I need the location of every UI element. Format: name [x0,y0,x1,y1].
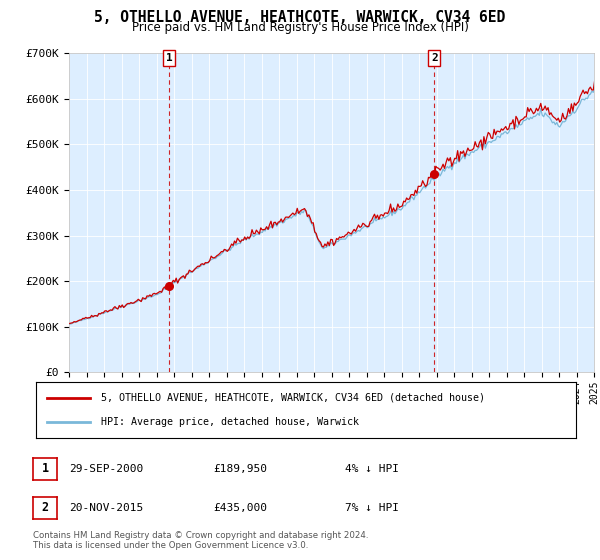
Text: Contains HM Land Registry data © Crown copyright and database right 2024.: Contains HM Land Registry data © Crown c… [33,531,368,540]
Text: 5, OTHELLO AVENUE, HEATHCOTE, WARWICK, CV34 6ED (detached house): 5, OTHELLO AVENUE, HEATHCOTE, WARWICK, C… [101,393,485,403]
Text: 7% ↓ HPI: 7% ↓ HPI [345,503,399,513]
Text: 5, OTHELLO AVENUE, HEATHCOTE, WARWICK, CV34 6ED: 5, OTHELLO AVENUE, HEATHCOTE, WARWICK, C… [94,10,506,25]
Text: 2: 2 [41,501,49,515]
Text: 4% ↓ HPI: 4% ↓ HPI [345,464,399,474]
Text: 2: 2 [431,53,437,63]
Text: 29-SEP-2000: 29-SEP-2000 [69,464,143,474]
Text: 1: 1 [41,462,49,475]
Text: 20-NOV-2015: 20-NOV-2015 [69,503,143,513]
Text: 1: 1 [166,53,172,63]
Text: £435,000: £435,000 [213,503,267,513]
Text: Price paid vs. HM Land Registry's House Price Index (HPI): Price paid vs. HM Land Registry's House … [131,21,469,34]
Text: HPI: Average price, detached house, Warwick: HPI: Average price, detached house, Warw… [101,417,359,427]
Text: £189,950: £189,950 [213,464,267,474]
Text: This data is licensed under the Open Government Licence v3.0.: This data is licensed under the Open Gov… [33,542,308,550]
